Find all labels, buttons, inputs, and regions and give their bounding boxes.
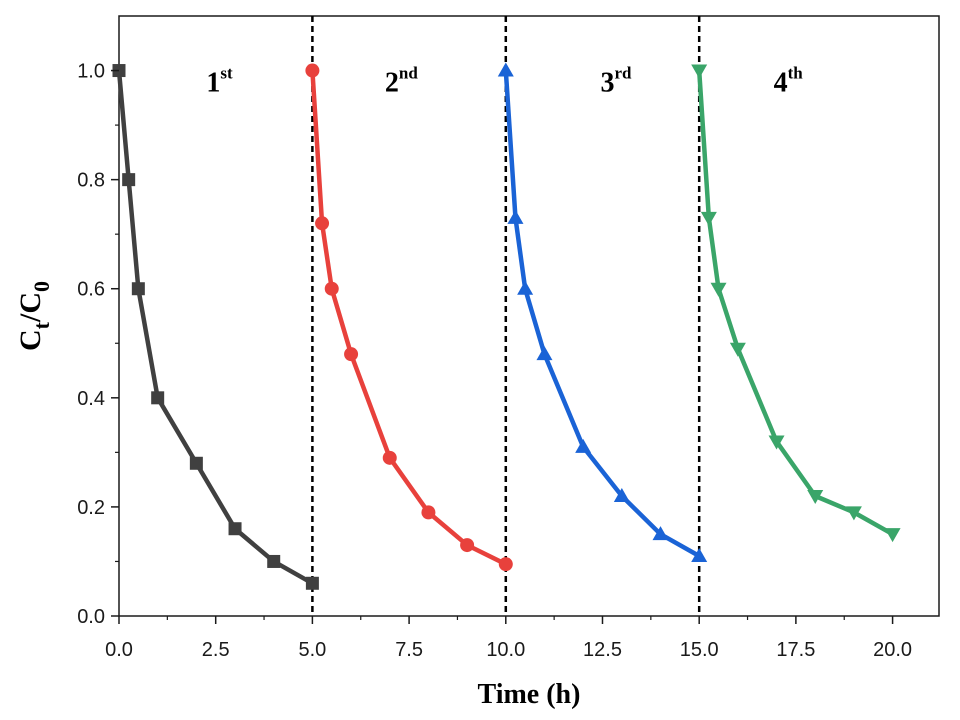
x-tick-label-1: 2.5 [202,639,230,661]
series-2-point-6 [460,538,475,553]
series-2-point-2 [324,281,339,296]
cycle-label-1: 1st [206,63,233,98]
series-3-point-7 [691,548,708,562]
series-4-point-6 [845,506,862,521]
cycle-labels: 1st 2nd 3rd 4th [206,63,803,98]
series-2-point-1 [315,216,330,231]
series-3 [497,62,708,562]
x-tick-label-8: 20.0 [873,639,912,661]
cycle-label-3-base: 3 [601,67,615,98]
plot-frame [118,15,940,617]
y-tick-label-0: 0.0 [77,606,105,628]
series-3-point-1 [507,209,524,224]
series-4-point-3 [729,342,746,357]
series-4-line [696,70,894,537]
series-3-point-0 [497,62,514,77]
cycle-label-3-sup: rd [615,63,633,82]
series-1-point-2 [131,282,145,296]
cycle-label-1-sup: st [220,63,233,82]
series-3-point-6 [652,526,669,541]
cycle-label-4-sup: th [788,63,804,82]
y-tick-label-5: 1.0 [77,61,105,83]
series-2-point-4 [382,450,397,465]
series-layer [112,62,901,590]
series-1-point-3 [151,391,165,405]
series-1-point-5 [228,522,242,536]
x-tick-label-3: 7.5 [395,639,423,661]
x-tick-label-2: 5.0 [298,639,326,661]
series-3-point-4 [575,438,592,453]
y-tick-label-2: 0.4 [77,388,105,410]
y-axis-title-sub2: 0 [29,281,54,292]
series-2-point-0 [305,63,320,78]
series-3-point-5 [613,488,630,502]
series-1-point-7 [305,576,319,590]
x-tick-label-5: 12.5 [583,639,622,661]
series-4 [691,64,901,543]
series-3-line [503,70,701,558]
x-tick-label-4: 10.0 [486,639,525,661]
series-2-point-3 [344,347,359,362]
series-2-point-5 [421,505,436,520]
series-4-point-2 [710,282,727,297]
cycle-label-4-base: 4 [774,67,788,98]
y-axis-title-sub1: t [29,321,54,329]
cycle-label-2-sup: nd [399,63,418,82]
series-3-point-3 [536,346,553,361]
series-1-line [116,70,314,586]
cycle-label-2: 2nd [385,63,418,98]
x-tick-label-6: 15.0 [680,639,719,661]
x-tick-label-7: 17.5 [776,639,815,661]
series-2 [305,63,513,572]
series-4-point-7 [884,528,901,543]
series-4-point-0 [691,64,708,79]
y-tick-label-1: 0.2 [77,497,105,519]
series-1-point-4 [189,456,203,470]
series-3-point-2 [517,280,534,295]
cycle-label-1-base: 1 [206,67,220,98]
x-axis-title: Time (h) [478,679,581,710]
series-2-point-7 [498,557,513,572]
series-2-line [310,70,507,567]
y-axis-title-main: C [14,329,47,351]
series-1 [112,64,319,590]
x-tick-label-0: 0.0 [105,639,133,661]
series-4-point-1 [700,211,717,226]
series-1-point-6 [267,554,281,568]
series-1-point-1 [122,173,136,187]
series-4-point-5 [807,490,824,504]
cycle-label-4: 4th [774,63,804,98]
series-4-point-4 [768,435,785,450]
y-axis-title-slash: /C [14,292,47,323]
axes: 0.0 2.5 5.0 7.5 10.0 12.5 15.0 17.5 20.0 0.0 0.2 0.… [77,61,912,661]
cycle-label-2-base: 2 [385,67,399,98]
y-axis-title: Ct/C0 [14,281,54,351]
y-tick-label-3: 0.6 [77,279,105,301]
cycle-label-3: 3rd [601,63,633,98]
y-tick-label-4: 0.8 [77,170,105,192]
divider-lines [311,16,701,616]
